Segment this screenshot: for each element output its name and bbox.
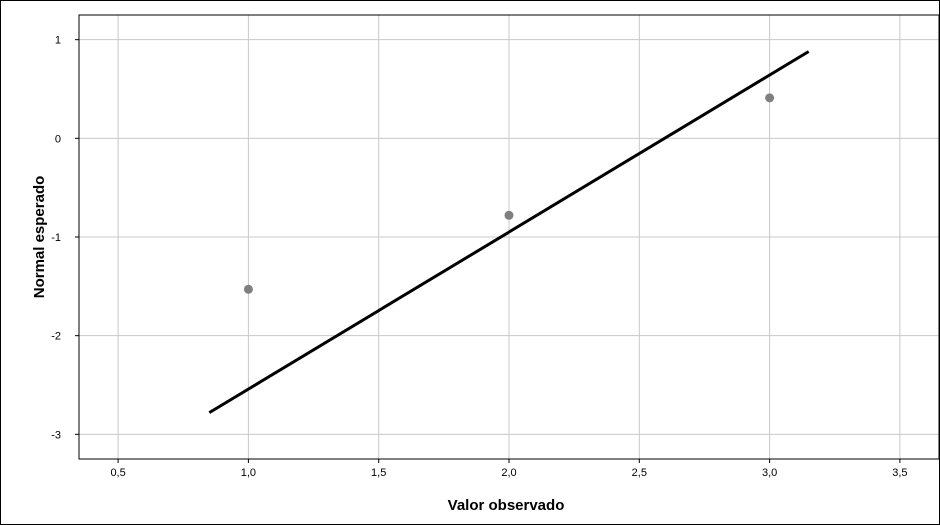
data-point	[504, 210, 514, 220]
y-tick-label: -1	[51, 232, 61, 244]
x-tick-label: 3,5	[892, 467, 907, 479]
x-axis-title: Valor observado	[448, 497, 565, 514]
y-tick-label: 0	[55, 133, 61, 145]
x-tick-label: 3,0	[762, 467, 777, 479]
x-tick-label: 0,5	[110, 467, 125, 479]
grid	[79, 15, 939, 459]
y-tick-label: -2	[51, 331, 61, 343]
y-axis-title: Normal esperado	[31, 176, 48, 299]
x-tick-label: 2,5	[632, 467, 647, 479]
series	[208, 50, 810, 414]
y-axis: 1 0 -1 -2 -3	[51, 35, 79, 441]
reference-line	[208, 50, 810, 414]
data-point	[765, 93, 775, 103]
data-point	[243, 284, 253, 294]
x-tick-label: 1,0	[241, 467, 256, 479]
x-axis: 0,5 1,0 1,5 2,0 2,5 3,0 3,5	[110, 459, 908, 479]
x-tick-label: 2,0	[501, 467, 516, 479]
y-tick-label: -3	[51, 429, 61, 441]
y-tick-label: 1	[55, 35, 61, 47]
x-tick-label: 1,5	[371, 467, 386, 479]
